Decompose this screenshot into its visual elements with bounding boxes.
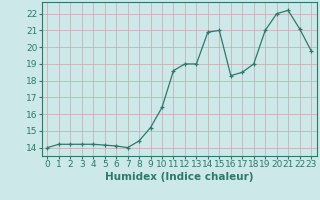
X-axis label: Humidex (Indice chaleur): Humidex (Indice chaleur)	[105, 172, 253, 182]
